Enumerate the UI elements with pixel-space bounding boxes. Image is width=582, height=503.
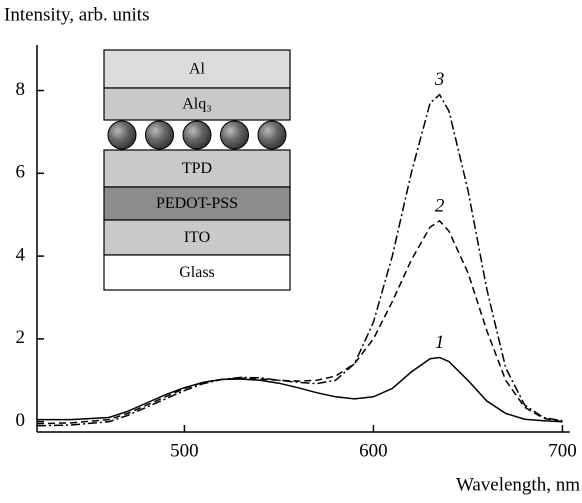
layer-label: ITO (184, 229, 210, 246)
nanoparticle (145, 120, 174, 150)
x-tick-label: 500 (170, 440, 199, 461)
y-tick-label: 0 (16, 410, 26, 431)
layer (103, 186, 291, 221)
layer-label: PEDOT-PSS (156, 195, 238, 212)
layer (103, 87, 291, 121)
layer (103, 219, 291, 256)
x-tick-label: 700 (548, 440, 577, 461)
y-tick-label: 2 (16, 327, 26, 348)
layer-label: TPD (182, 160, 212, 177)
y-tick-label: 6 (16, 162, 26, 183)
series-label: 2 (435, 195, 445, 216)
x-tick-label: 600 (359, 440, 388, 461)
layer (103, 254, 291, 291)
layer-label: Al (189, 61, 206, 78)
series-line (36, 93, 563, 427)
device-inset: Al Alq₃ TPD PEDOT-PSS ITO Glass (103, 49, 291, 291)
y-tick-label: 8 (16, 79, 26, 100)
x-axis-label: Wavelength, nm (456, 474, 580, 495)
layer-label: Glass (179, 264, 215, 281)
series-line (37, 356, 563, 423)
nanoparticle (107, 120, 137, 150)
series-line (36, 219, 563, 425)
layer (103, 149, 291, 188)
y-tick-label: 4 (16, 244, 26, 265)
y-axis-label: Intensity, arb. units (4, 4, 149, 25)
nanoparticle (220, 120, 249, 150)
layer (103, 49, 291, 89)
nanoparticle (257, 120, 287, 150)
series-label: 3 (434, 69, 445, 90)
series-label: 1 (435, 332, 445, 353)
nanoparticle (182, 120, 212, 150)
layer-label: Alq₃ (182, 96, 212, 113)
